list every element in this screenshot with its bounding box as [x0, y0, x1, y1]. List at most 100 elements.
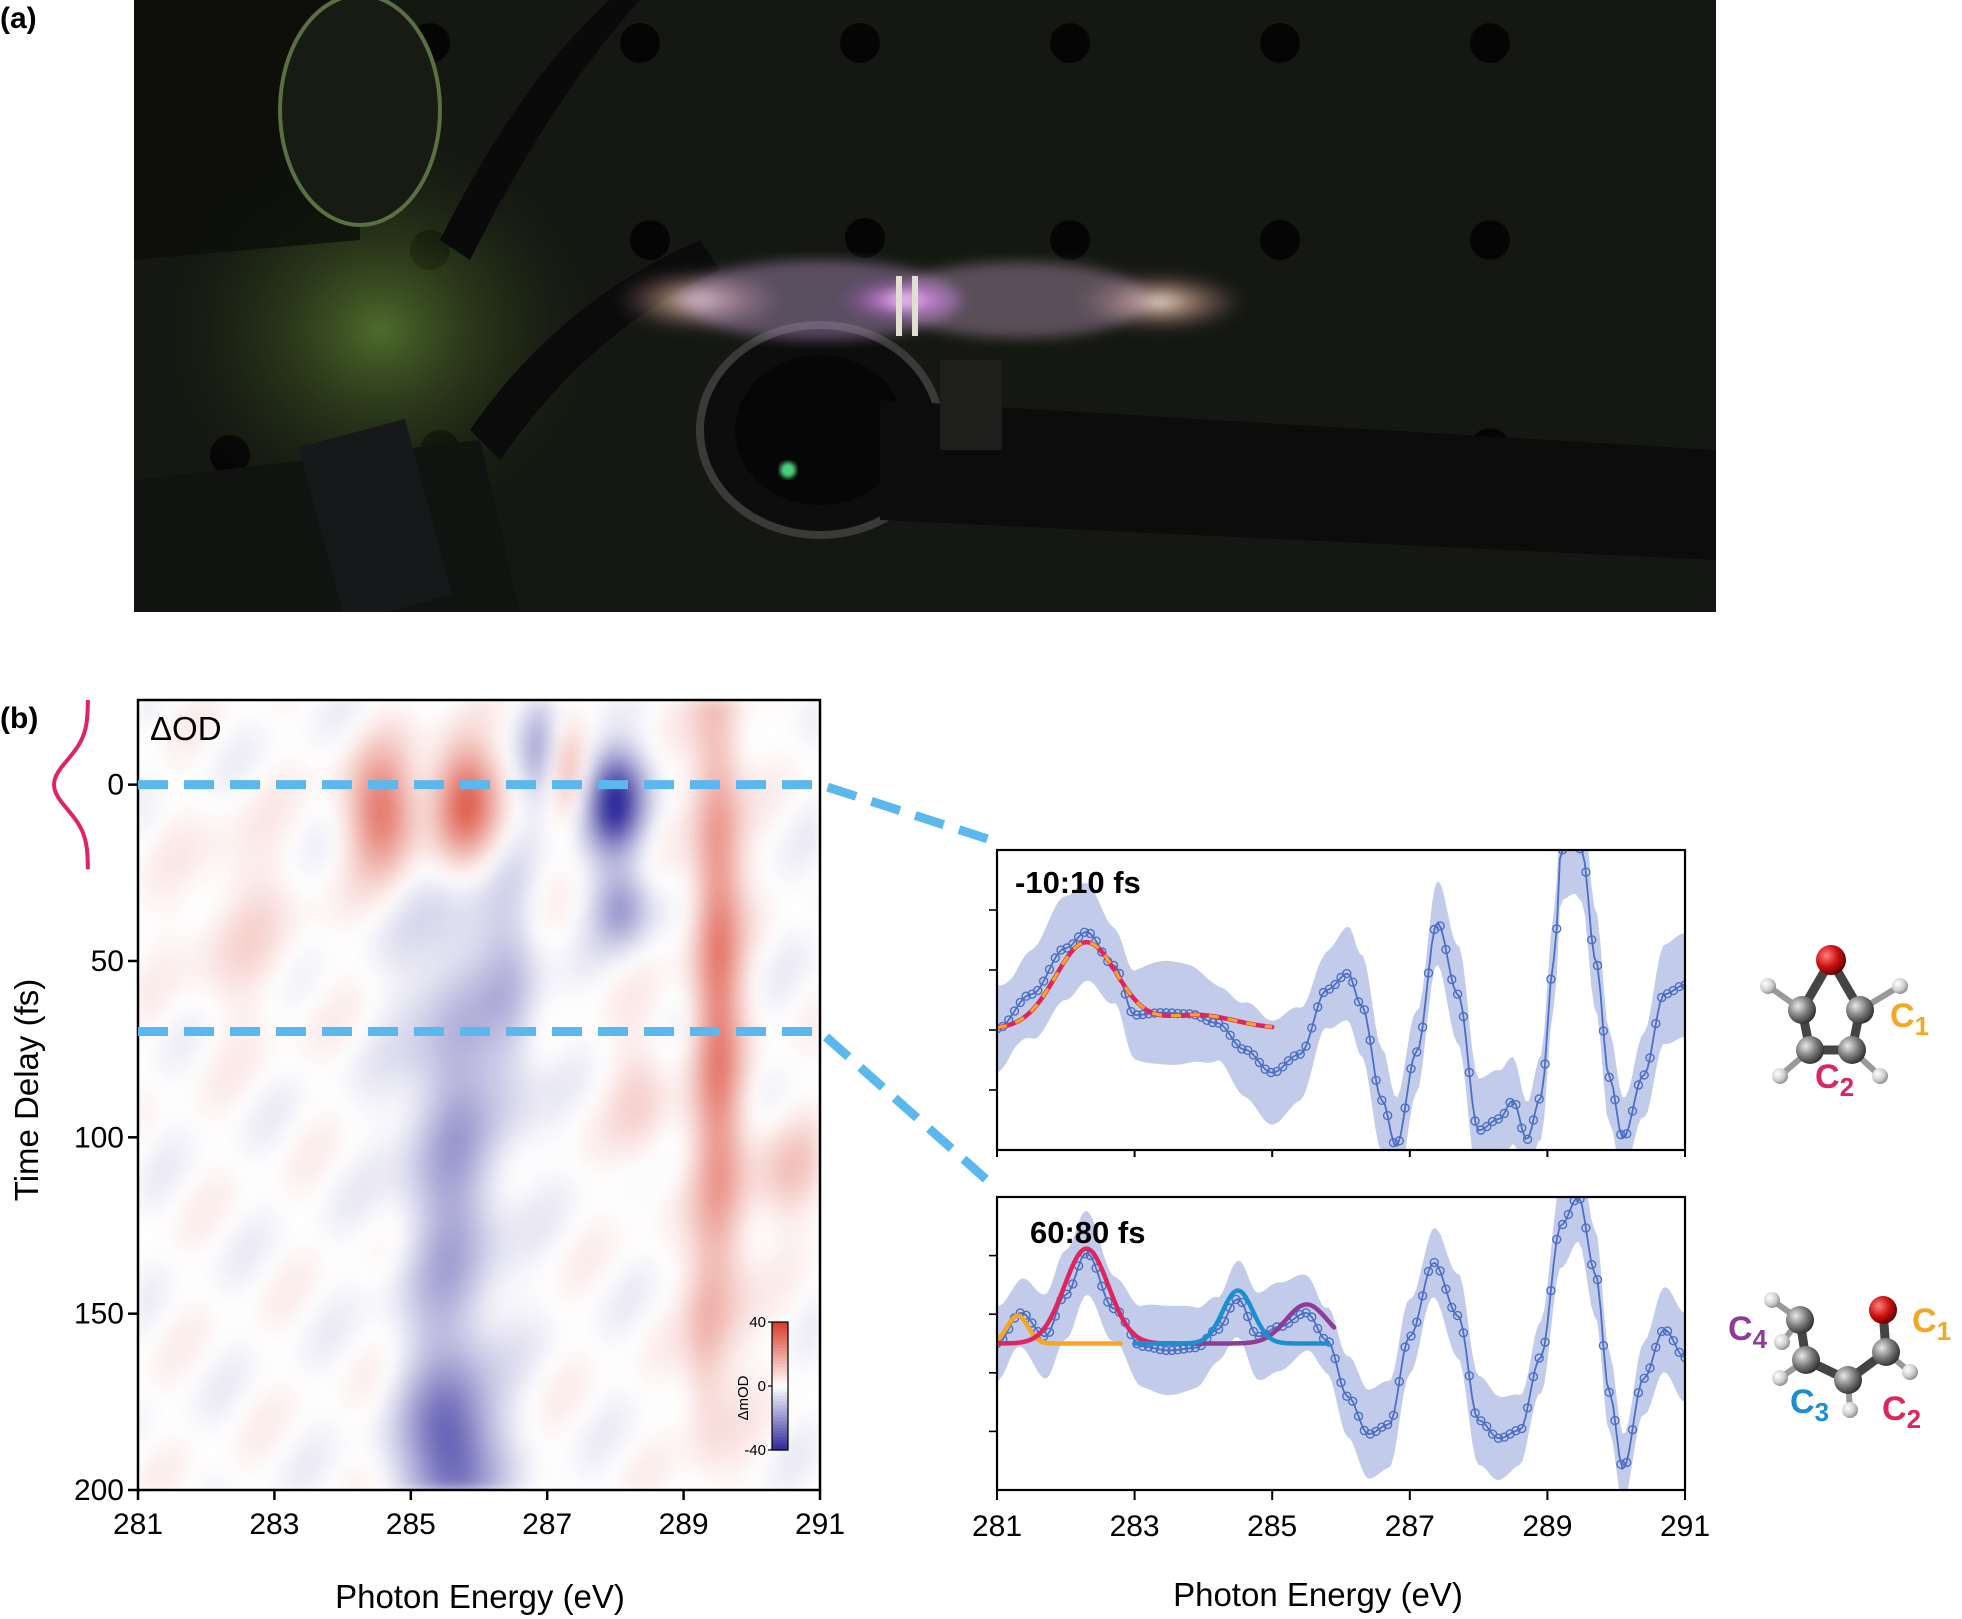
heatmap-cell	[393, 892, 403, 903]
heatmap-cell	[427, 1138, 437, 1149]
heatmap-cell	[384, 1138, 395, 1149]
heatmap-cell	[495, 1041, 506, 1052]
heatmap-cell	[401, 1041, 412, 1052]
heatmap-cell	[333, 1454, 344, 1465]
heatmap-cell	[265, 1278, 275, 1289]
heatmap-cell	[273, 1120, 284, 1131]
heatmap-cell	[384, 1217, 395, 1228]
heatmap-cell	[580, 954, 591, 964]
heatmap-cell	[359, 875, 369, 885]
heatmap-cell	[469, 1384, 480, 1394]
heatmap-cell	[606, 910, 616, 920]
heatmap-cell	[333, 1313, 344, 1324]
heatmap-cell	[316, 1322, 327, 1333]
heatmap-cell	[580, 1120, 591, 1131]
heatmap-cell	[197, 1155, 207, 1166]
heatmap-cell	[512, 1270, 523, 1280]
heatmap-cell	[138, 760, 148, 771]
heatmap-cell	[376, 1199, 386, 1210]
heatmap-cell	[461, 1419, 471, 1430]
heatmap-cell	[316, 848, 327, 859]
heatmap-cell	[461, 1164, 471, 1175]
heatmap-cell	[138, 708, 148, 719]
heatmap-cell	[589, 883, 599, 894]
heatmap-cell	[521, 1199, 531, 1210]
heatmap-cell	[563, 1287, 574, 1298]
heatmap-cell	[350, 769, 361, 780]
heatmap-cell	[401, 989, 412, 999]
heatmap-cell	[146, 892, 156, 903]
heatmap-cell	[538, 1287, 548, 1298]
heatmap-cell	[478, 1349, 489, 1359]
heatmap-cell	[256, 875, 267, 885]
heatmap-cell	[299, 866, 309, 877]
heatmap-cell	[282, 1278, 292, 1289]
heatmap-cell	[205, 734, 216, 745]
heatmap-cell	[342, 1041, 352, 1052]
heatmap-cell	[580, 1410, 591, 1421]
heatmap-cell	[154, 1322, 165, 1333]
heatmap-cell	[410, 1480, 420, 1490]
heatmap-cell	[146, 918, 156, 929]
heatmap-cell	[452, 1401, 463, 1412]
heatmap-cell	[222, 910, 233, 920]
heatmap-cell	[299, 927, 309, 938]
heatmap-cell	[487, 1349, 497, 1359]
heatmap-cell	[290, 1419, 301, 1430]
heatmap-cell	[154, 1243, 165, 1254]
heatmap-cell	[393, 1094, 403, 1105]
heatmap-cell	[487, 1050, 497, 1061]
heatmap-cell	[504, 839, 514, 850]
heatmap-cell	[359, 1191, 369, 1201]
heatmap-cell	[325, 997, 335, 1008]
heatmap-cell	[376, 1252, 386, 1263]
heatmap-cell	[282, 1068, 292, 1078]
heatmap-cell	[495, 954, 506, 964]
heatmap-cell	[418, 1454, 429, 1465]
heatmap-cell	[171, 857, 182, 868]
heatmap-cell	[606, 725, 616, 736]
heatmap-cell	[504, 1366, 514, 1377]
heatmap-cell	[333, 1401, 344, 1412]
heatmap-cell	[316, 1454, 327, 1465]
heatmap-cell	[435, 1182, 446, 1193]
heatmap-cell	[504, 1261, 514, 1272]
heatmap-cell	[359, 1217, 369, 1228]
heatmap-cell	[367, 1261, 378, 1272]
heatmap-cell	[197, 1436, 207, 1447]
heatmap-cell	[469, 1480, 480, 1490]
heatmap-cell	[171, 1375, 182, 1386]
heatmap-cell	[580, 1234, 591, 1245]
heatmap-cell	[163, 1041, 173, 1052]
heatmap-cell	[308, 1112, 318, 1122]
heatmap-cell	[154, 1401, 165, 1412]
heatmap-cell	[521, 875, 531, 885]
heatmap-cell	[197, 980, 207, 991]
heatmap-cell	[359, 760, 369, 771]
heatmap-cell	[384, 1454, 395, 1465]
heatmap-cell	[418, 1366, 429, 1377]
heatmap-cell	[504, 1138, 514, 1149]
heatmap-cell	[427, 717, 437, 727]
heatmap-cell	[256, 1305, 267, 1315]
heatmap-cell	[393, 708, 403, 719]
heatmap-cell	[205, 962, 216, 973]
heatmap-cell	[538, 822, 548, 833]
heatmap-cell	[384, 1471, 395, 1482]
heatmap-cell	[427, 822, 437, 833]
heatmap-cell	[427, 997, 437, 1008]
heatmap-cell	[521, 708, 531, 719]
heatmap-cell	[444, 769, 454, 780]
heatmap-cell	[325, 1173, 335, 1184]
heatmap-cell	[512, 1199, 523, 1210]
heatmap-cell	[376, 1463, 386, 1473]
heatmap-cell	[146, 936, 156, 947]
heatmap-cell	[580, 1173, 591, 1184]
heatmap-cell	[146, 1103, 156, 1114]
heatmap-cell	[367, 1129, 378, 1140]
heatmap-cell	[197, 936, 207, 947]
heatmap-cell	[359, 1243, 369, 1254]
heatmap-cell	[222, 989, 233, 999]
heatmap-cell	[521, 1217, 531, 1228]
heatmap-cell	[444, 725, 454, 736]
